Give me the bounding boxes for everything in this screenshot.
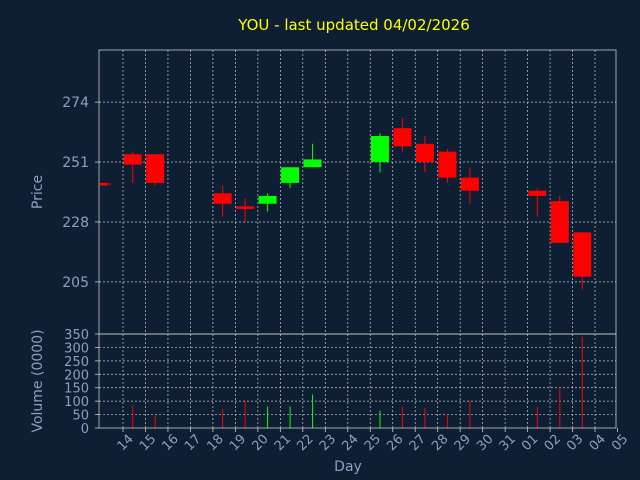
x-tick-label: 28: [429, 432, 451, 454]
price-tick-label: 251: [62, 155, 89, 171]
candle-body: [528, 190, 547, 196]
volume-grid: [99, 334, 616, 428]
x-tick-label: 22: [294, 432, 316, 454]
candles: [100, 117, 592, 290]
candle-body: [213, 193, 232, 204]
candle-body: [258, 195, 277, 204]
x-tick-label: 03: [564, 432, 586, 454]
volume-tick-label: 300: [64, 341, 89, 356]
x-tick-label: 21: [272, 432, 294, 454]
candle-body: [415, 143, 434, 163]
volume-axis-label: Volume (0000): [30, 329, 46, 432]
x-tick-label: 27: [407, 432, 429, 454]
x-tick-label: 17: [182, 432, 204, 454]
price-tick-label: 274: [62, 95, 89, 111]
candle-body: [123, 154, 142, 165]
candle-body: [100, 182, 108, 186]
x-tick-label: 05: [609, 432, 631, 454]
x-tick-label: 16: [160, 432, 182, 454]
candle-body: [281, 167, 300, 183]
price-axis: 205 228 251 274: [62, 95, 99, 291]
candle-body: [370, 135, 389, 163]
x-axis-label: Day: [334, 459, 362, 475]
x-tick-label: 20: [249, 432, 271, 454]
candle-body: [550, 201, 569, 243]
candle-body: [146, 154, 165, 183]
price-tick-label: 228: [62, 215, 89, 231]
candle-body: [303, 159, 322, 168]
x-tick-label: 18: [204, 432, 226, 454]
x-tick-label: 29: [452, 432, 474, 454]
x-tick-label: 15: [137, 432, 159, 454]
volume-tick-label: 0: [81, 422, 89, 437]
x-tick-label: 24: [339, 432, 361, 454]
x-tick-label: 19: [227, 432, 249, 454]
candle-body: [393, 128, 412, 147]
candle-body: [460, 177, 479, 191]
candle-body: [438, 151, 457, 178]
volume-bars: [132, 336, 583, 428]
volume-tick-label: 50: [72, 409, 89, 424]
candle-body: [236, 206, 255, 209]
x-tick-label: 25: [362, 432, 384, 454]
chart-title: YOU - last updated 04/02/2026: [237, 16, 470, 34]
volume-tick-label: 150: [64, 382, 89, 397]
price-grid: [99, 50, 616, 334]
x-tick-label: 14: [115, 432, 137, 454]
x-tick-label: 26: [384, 432, 406, 454]
price-tick-label: 205: [62, 275, 89, 291]
volume-tick-label: 250: [64, 355, 89, 370]
x-tick-label: 31: [497, 432, 519, 454]
candle-body: [573, 232, 592, 277]
y-axis-label: Price: [30, 175, 46, 209]
x-tick-label: 23: [317, 432, 339, 454]
volume-panel-frame: [98, 333, 617, 429]
volume-tick-label: 350: [64, 328, 89, 343]
x-tick-label: 02: [542, 432, 564, 454]
volume-tick-label: 100: [64, 395, 89, 410]
x-axis: 14 15 16 17 18 19 20 21 22 23 24 25 26 27 28 29 30 31 01 02…: [115, 428, 631, 454]
volume-tick-label: 200: [64, 368, 89, 383]
x-tick-label: 01: [519, 432, 541, 454]
x-tick-label: 30: [474, 432, 496, 454]
x-tick-label: 04: [587, 432, 609, 454]
